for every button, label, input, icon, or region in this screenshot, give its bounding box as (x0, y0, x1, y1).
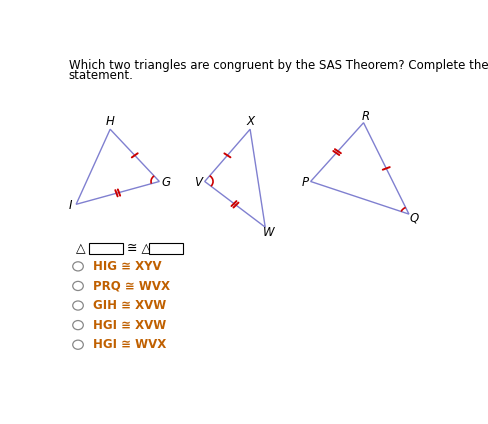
Text: I: I (69, 199, 72, 212)
Text: ≅ △: ≅ △ (127, 242, 151, 255)
Text: HGI ≅ XVW: HGI ≅ XVW (93, 318, 166, 332)
Text: PRQ ≅ WVX: PRQ ≅ WVX (93, 279, 170, 293)
FancyBboxPatch shape (149, 243, 183, 254)
Text: R: R (362, 110, 369, 123)
Text: Which two triangles are congruent by the SAS Theorem? Complete the congruence: Which two triangles are congruent by the… (68, 59, 488, 72)
Text: Q: Q (410, 212, 419, 225)
Text: HIG ≅ XYV: HIG ≅ XYV (93, 260, 162, 273)
Text: △: △ (76, 242, 86, 255)
Text: H: H (106, 114, 115, 128)
Text: V: V (194, 176, 202, 189)
Text: X: X (247, 114, 255, 128)
FancyBboxPatch shape (89, 243, 123, 254)
Text: W: W (263, 226, 274, 239)
Text: statement.: statement. (68, 69, 133, 82)
Text: G: G (162, 176, 171, 189)
Text: HGI ≅ WVX: HGI ≅ WVX (93, 338, 166, 351)
Text: GIH ≅ XVW: GIH ≅ XVW (93, 299, 166, 312)
Text: P: P (302, 176, 308, 189)
